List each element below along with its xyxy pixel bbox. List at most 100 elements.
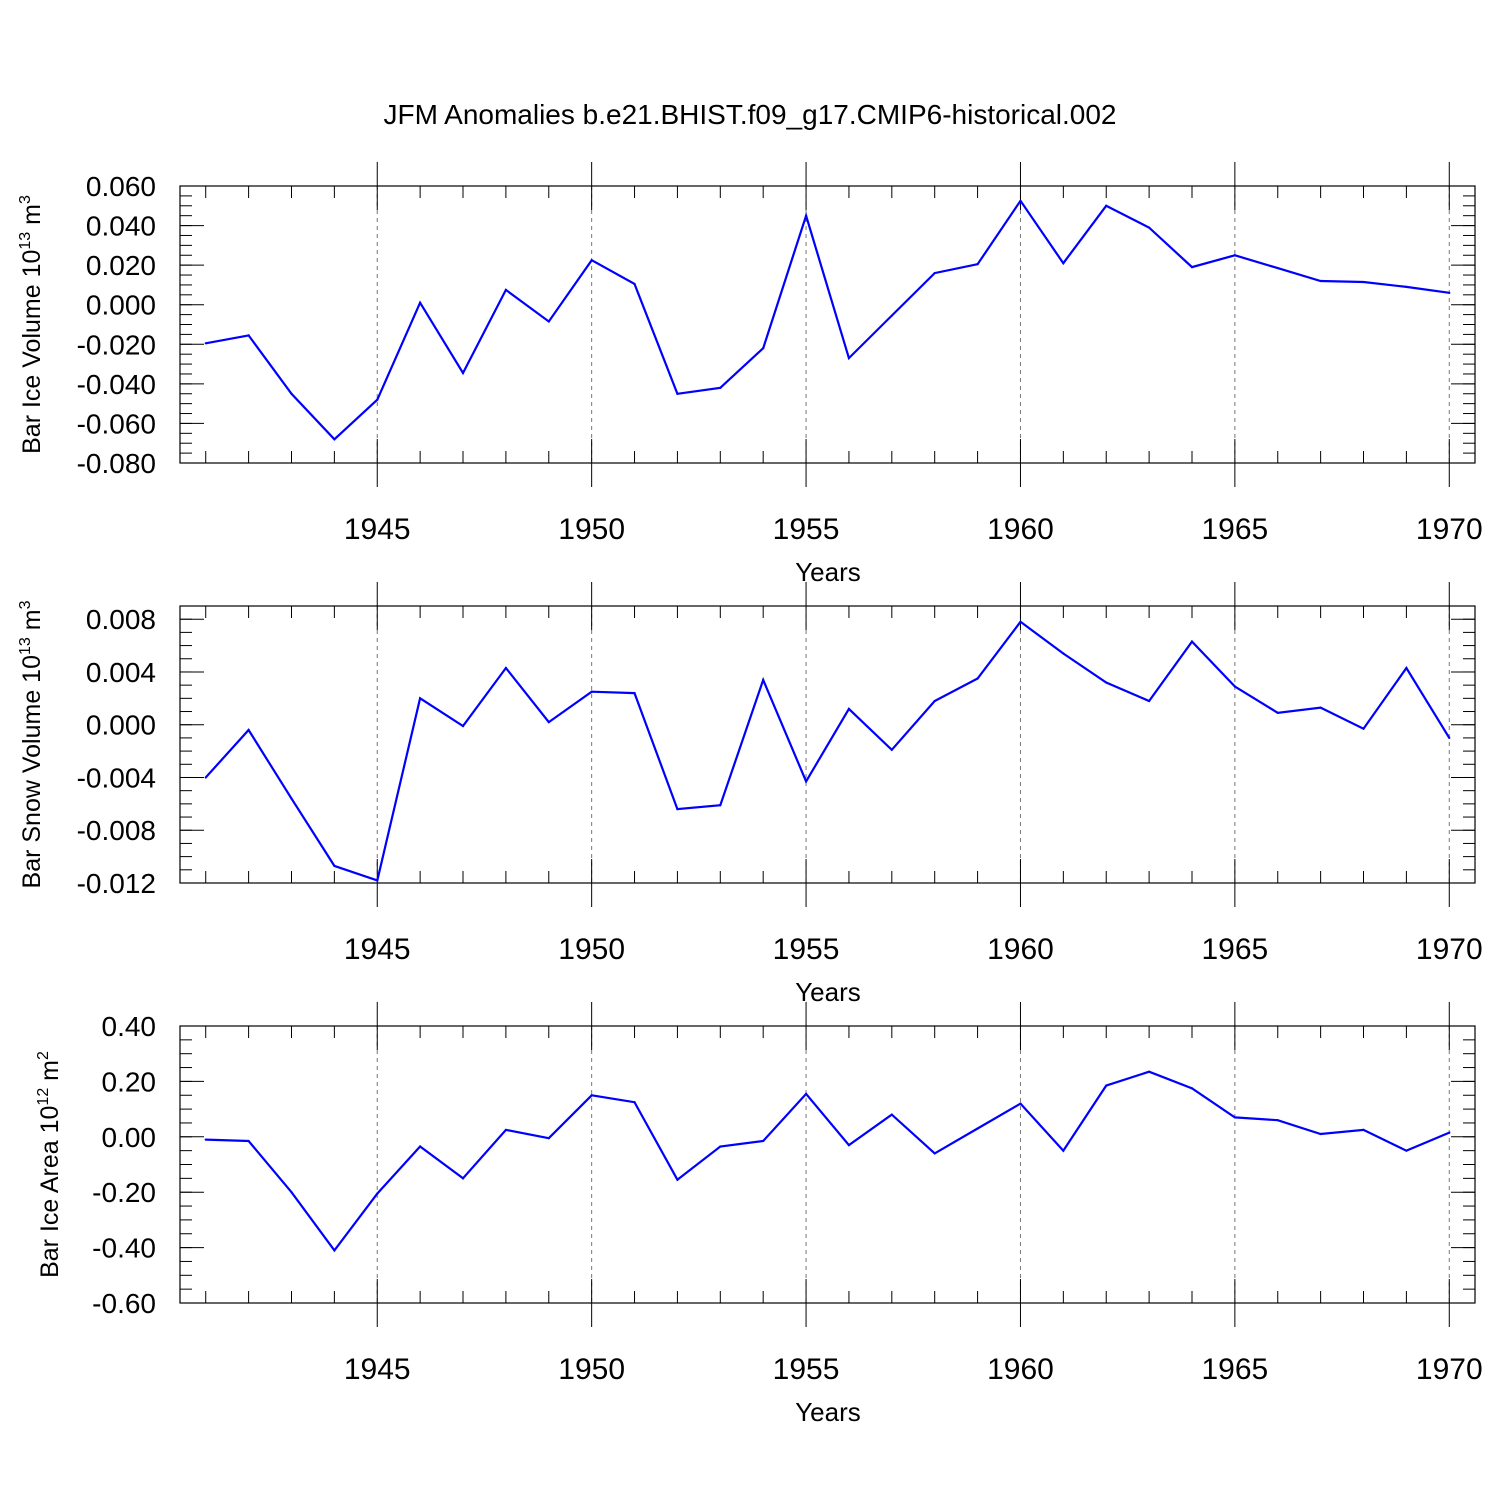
- y-label-unit: m: [18, 204, 46, 232]
- y-tick-label: 0.060: [86, 171, 156, 202]
- data-point: [376, 398, 379, 401]
- data-point: [1319, 1132, 1322, 1136]
- data-point: [1233, 254, 1236, 257]
- y-tick-label: -0.004: [77, 762, 156, 793]
- data-point: [204, 1138, 207, 1141]
- series-line: [205, 1070, 1450, 1253]
- data-point: [719, 804, 722, 807]
- panel-2: 0.008 0.004 0.000 -0.004 -0.008 -0.012 1945 195…: [17, 582, 1483, 1007]
- x-tick-label: 1965: [1201, 1353, 1268, 1386]
- y-tick-label: -0.008: [77, 815, 156, 846]
- data-point: [547, 320, 550, 323]
- data-point: [890, 1113, 893, 1116]
- y-tick-label: 0.008: [86, 604, 156, 635]
- x-tick-label: 1955: [773, 513, 840, 546]
- data-point: [376, 879, 379, 882]
- data-point: [1062, 262, 1065, 265]
- data-point: [1362, 727, 1365, 730]
- y-tick-label: 0.00: [102, 1122, 157, 1153]
- data-point: [1019, 1102, 1022, 1105]
- data-point: [719, 386, 722, 389]
- x-tick-label: 1950: [558, 513, 625, 546]
- data-point: [1362, 280, 1365, 284]
- data-point: [890, 314, 893, 317]
- data-point: [719, 1145, 722, 1148]
- y-tick-label: 0.040: [86, 211, 156, 242]
- y-label-text: Bar Ice Area 10: [36, 1106, 64, 1278]
- data-point: [1190, 266, 1194, 269]
- plot-frame: [179, 1025, 1476, 1304]
- plot-frame: [179, 185, 1476, 464]
- data-point: [1319, 279, 1322, 283]
- data-point: [247, 334, 250, 337]
- data-point: [676, 392, 679, 395]
- y-label-text: Bar Snow Volume 10: [18, 655, 46, 888]
- x-tick-label: 1960: [987, 513, 1054, 546]
- data-point: [461, 724, 465, 728]
- data-point: [1105, 1084, 1108, 1087]
- x-tick-label: 1955: [773, 933, 840, 966]
- data-point: [676, 808, 679, 811]
- data-point: [333, 864, 336, 867]
- y-axis-label: Bar Ice Volume 1013 m3: [17, 195, 46, 454]
- y-tick-label: -0.20: [92, 1177, 156, 1208]
- data-point: [504, 1128, 507, 1131]
- data-point: [676, 1178, 679, 1181]
- data-point: [633, 1101, 636, 1104]
- x-tick-label: 1970: [1416, 1353, 1483, 1386]
- y-tick-label: -0.40: [92, 1233, 156, 1264]
- y-tick-label: 0.020: [86, 250, 156, 281]
- data-point: [547, 1137, 550, 1140]
- data-point: [290, 1191, 293, 1194]
- x-axis-label: Years: [795, 977, 861, 1007]
- data-point: [1062, 1149, 1065, 1152]
- data-point: [1105, 204, 1108, 207]
- y-tick-label: -0.020: [77, 329, 156, 360]
- data-point: [590, 259, 593, 262]
- y-tick-label: 0.40: [102, 1011, 157, 1042]
- data-point: [890, 748, 893, 751]
- x-axis-label: Years: [795, 1397, 861, 1427]
- data-point: [1448, 1131, 1451, 1134]
- y-label-unit-exponent: 2: [35, 1051, 52, 1060]
- data-point: [247, 1139, 250, 1143]
- data-point: [1148, 226, 1151, 229]
- data-point: [976, 1127, 979, 1130]
- data-point: [933, 1152, 936, 1155]
- data-point: [933, 699, 936, 703]
- data-point: [762, 678, 765, 681]
- data-point: [1190, 640, 1194, 643]
- y-tick-label: -0.040: [77, 369, 156, 400]
- y-tick-label: 0.004: [86, 657, 156, 688]
- series-line: [204, 620, 1451, 882]
- data-point: [376, 1192, 379, 1195]
- x-tick-label: 1955: [773, 1353, 840, 1386]
- data-point: [762, 1139, 765, 1143]
- data-point: [590, 690, 593, 693]
- data-point: [1148, 699, 1151, 703]
- x-tick-label: 1945: [344, 933, 411, 966]
- x-tick-label: 1960: [987, 933, 1054, 966]
- data-point: [290, 392, 293, 395]
- y-label-unit-exponent: 3: [17, 195, 34, 204]
- x-tick-label: 1970: [1416, 933, 1483, 966]
- x-tick-label: 1965: [1201, 513, 1268, 546]
- data-point: [1405, 666, 1408, 670]
- panel-3: 0.40 0.20 0.00 -0.20 -0.40 -0.60 1945 1950 1955 1…: [35, 1002, 1483, 1427]
- series-line: [205, 198, 1450, 441]
- data-point: [933, 271, 936, 275]
- data-point: [1276, 1119, 1279, 1122]
- x-tick-label: 1970: [1416, 513, 1483, 546]
- x-tick-label: 1950: [558, 933, 625, 966]
- data-point: [504, 666, 507, 670]
- data-point: [1019, 620, 1022, 623]
- data-point: [290, 797, 293, 800]
- y-label-unit: m: [36, 1060, 64, 1088]
- data-point: [204, 342, 207, 345]
- data-point: [1190, 1087, 1194, 1090]
- plot-frame: [179, 605, 1476, 884]
- y-axis-label: Bar Snow Volume 1013 m3: [17, 600, 46, 888]
- data-point: [1319, 706, 1322, 709]
- data-point: [1276, 267, 1279, 270]
- data-point: [976, 263, 979, 266]
